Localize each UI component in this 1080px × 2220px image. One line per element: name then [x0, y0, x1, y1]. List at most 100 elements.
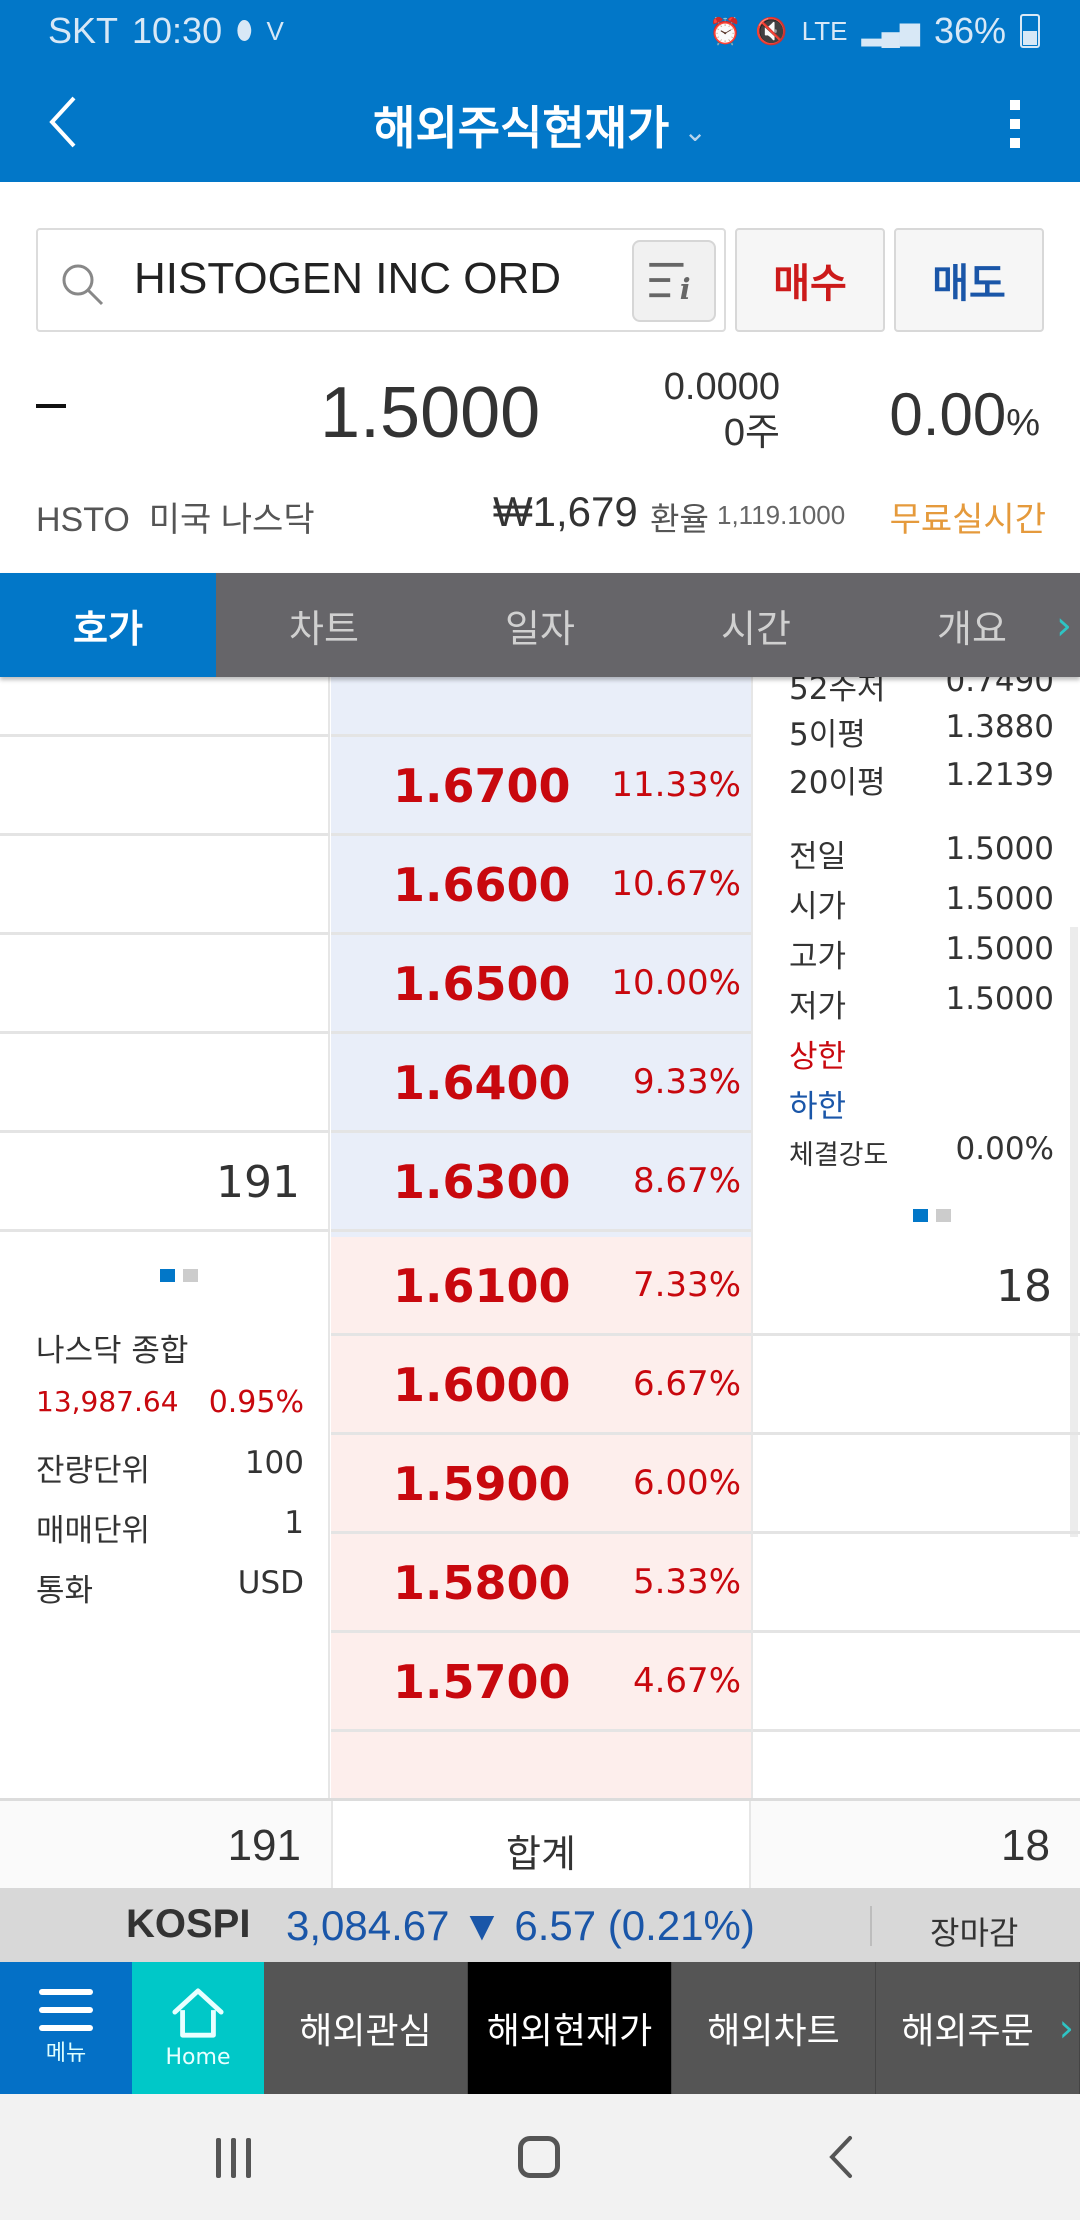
search-value: HISTOGEN INC ORD: [134, 254, 562, 303]
tab-daily[interactable]: 일자: [505, 606, 575, 651]
sell-button[interactable]: 매도: [894, 228, 1044, 332]
page-title[interactable]: 해외주식현재가 ⌄: [0, 92, 1080, 158]
nav-overseas-watchlist[interactable]: 해외관심: [264, 1962, 468, 2094]
bid-row[interactable]: 1.6100 7.33%: [331, 1237, 751, 1336]
tab-orderbook[interactable]: 호가: [0, 573, 216, 677]
nav-overseas-chart[interactable]: 해외차트: [672, 1962, 876, 2094]
more-options-icon[interactable]: [1010, 100, 1022, 148]
system-back-icon[interactable]: [826, 2134, 856, 2180]
bid-qty-row: [753, 1435, 1080, 1534]
strength-label: 체결강도: [789, 1140, 889, 1171]
menu-button[interactable]: 메뉴: [0, 1962, 132, 2094]
mute-icon: 🔇: [755, 15, 788, 46]
stock-search-input[interactable]: HISTOGEN INC ORD i: [36, 228, 726, 332]
nav-overseas-order[interactable]: 해외주문: [876, 1962, 1080, 2094]
ask-total: 191: [227, 1821, 301, 1870]
lot-unit-label: 잔량단위: [36, 1453, 151, 1489]
chevron-down-icon: ⌄: [683, 115, 707, 148]
bid-row[interactable]: 1.5700 4.67%: [331, 1633, 751, 1732]
upper-limit-label: 상한: [789, 1039, 847, 1075]
ask-row[interactable]: 1.6300 8.67%: [331, 1133, 751, 1232]
high-label: 고가: [789, 939, 847, 975]
system-home-icon[interactable]: [518, 2136, 560, 2178]
tab-time[interactable]: 시간: [721, 606, 791, 651]
chevron-right-icon[interactable]: ›: [1056, 603, 1072, 649]
tab-bar: 호가 차트 일자 시간 개요 ›: [0, 573, 1080, 677]
ma20-label: 20이평: [789, 765, 886, 801]
free-realtime-link[interactable]: 무료실시간: [889, 501, 1046, 539]
app-bar: 해외주식현재가 ⌄: [0, 64, 1080, 182]
bid-percent: 4.67%: [632, 1661, 741, 1701]
signal-icon: ▂▄▆: [861, 15, 920, 46]
ask-price: 1.6600: [393, 858, 571, 912]
ask-row[interactable]: 1.6500 10.00%: [331, 935, 751, 1034]
prev-close-value: 1.5000: [945, 831, 1054, 867]
ask-row[interactable]: 1.6400 9.33%: [331, 1034, 751, 1133]
bid-row[interactable]: 1.6000 6.67%: [331, 1336, 751, 1435]
home-icon: [172, 1987, 224, 2038]
ask-qty-row: [0, 1034, 330, 1133]
ask-row[interactable]: 1.6600 10.67%: [331, 836, 751, 935]
bid-qty-row: [753, 1534, 1080, 1633]
ask-percent: 10.00%: [611, 963, 741, 1003]
bid-price: 1.5800: [393, 1556, 571, 1610]
bid-qty-row: 18: [753, 1237, 1080, 1336]
bid-qty-row: [753, 1336, 1080, 1435]
lower-limit-label: 하한: [789, 1089, 847, 1125]
bid-total-cell: 18: [751, 1801, 1080, 1891]
ma5-label: 5이평: [789, 717, 866, 753]
ma5-value: 1.3880: [945, 709, 1054, 745]
low-value: 1.5000: [945, 981, 1054, 1017]
title-text: 해외주식현재가: [373, 101, 670, 155]
buy-button[interactable]: 매수: [735, 228, 885, 332]
index-ticker-value: 3,084.67 ▼ 6.57 (0.21%): [286, 1902, 755, 1949]
ask-total-cell: 191: [0, 1801, 331, 1891]
52w-low-label: 52주저: [789, 677, 886, 707]
bid-row[interactable]: [331, 1732, 751, 1798]
hamburger-icon: [39, 1989, 93, 2031]
bid-row[interactable]: 1.5800 5.33%: [331, 1534, 751, 1633]
price-change-block: 0.0000 0주: [640, 364, 780, 456]
page-indicator: [160, 1269, 198, 1282]
prev-close-label: 전일: [789, 839, 847, 875]
market-name: 미국 나스닥: [148, 501, 315, 539]
trade-volume: 0주: [723, 412, 780, 454]
volte-icon: V: [266, 15, 284, 46]
price-column: 1.6700 11.33% 1.6600 10.67% 1.6500 10.00% 1…: [331, 677, 751, 1798]
ask-qty-row: 191: [0, 1133, 330, 1232]
ask-percent: 9.33%: [632, 1062, 741, 1102]
scrollbar[interactable]: [1070, 927, 1078, 1537]
clock: 10:30: [132, 10, 223, 51]
52w-low-value: 0.7490: [945, 677, 1054, 699]
bottom-nav: 메뉴 Home 해외관심 해외현재가 해외차트 해외주문 ›: [0, 1962, 1080, 2094]
price-direction-flat-icon: [36, 404, 66, 408]
ask-quantity-column: 191 나스닥 종합 13,987.64 0.95% 잔량단위 100 매매단위…: [0, 677, 330, 1798]
ticker-symbol: HSTO: [36, 501, 130, 539]
recent-apps-icon[interactable]: [216, 2138, 251, 2178]
trade-unit-label: 매매단위: [36, 1513, 151, 1549]
fx-label: 환율: [650, 501, 709, 537]
bid-prices: 1.6100 7.33% 1.6000 6.67% 1.5900 6.00% 1.58…: [331, 1237, 751, 1798]
ask-qty-row: [0, 737, 330, 836]
home-button[interactable]: Home: [132, 1962, 264, 2094]
ask-row[interactable]: 1.6700 11.33%: [331, 737, 751, 836]
nav-overseas-quote[interactable]: 해외현재가: [468, 1962, 672, 2094]
order-book[interactable]: 191 나스닥 종합 13,987.64 0.95% 잔량단위 100 매매단위…: [0, 677, 1080, 1798]
back-icon[interactable]: [44, 94, 84, 150]
top-bar: SKT 10:30 ⬮ V ⏰ 🔇 LTE ▂▄▆ 36% 해외주식현재가 ⌄: [0, 0, 1080, 182]
ticker-market: HSTO 미국 나스닥: [36, 492, 315, 541]
ask-price: 1.6500: [393, 957, 571, 1011]
tab-overview[interactable]: 개요: [937, 606, 1007, 651]
index-ticker-bar[interactable]: KOSPI 3,084.67 ▼ 6.57 (0.21%) 장마감: [0, 1888, 1080, 1962]
system-nav-bar: [0, 2094, 1080, 2220]
bid-quantity-column: 52주저 0.7490 5이평 1.3880 20이평 1.2139 전일 1.…: [751, 677, 1080, 1798]
ask-qty-row: [0, 677, 330, 737]
chevron-right-icon[interactable]: ›: [1058, 2006, 1074, 2050]
bid-price: 1.5700: [393, 1655, 571, 1709]
ask-row[interactable]: [331, 677, 751, 737]
bid-row[interactable]: 1.5900 6.00%: [331, 1435, 751, 1534]
tab-chart[interactable]: 차트: [289, 606, 359, 651]
ask-percent: 8.67%: [632, 1161, 741, 1201]
stock-info-button[interactable]: i: [632, 240, 716, 322]
svg-text:i: i: [680, 272, 691, 306]
